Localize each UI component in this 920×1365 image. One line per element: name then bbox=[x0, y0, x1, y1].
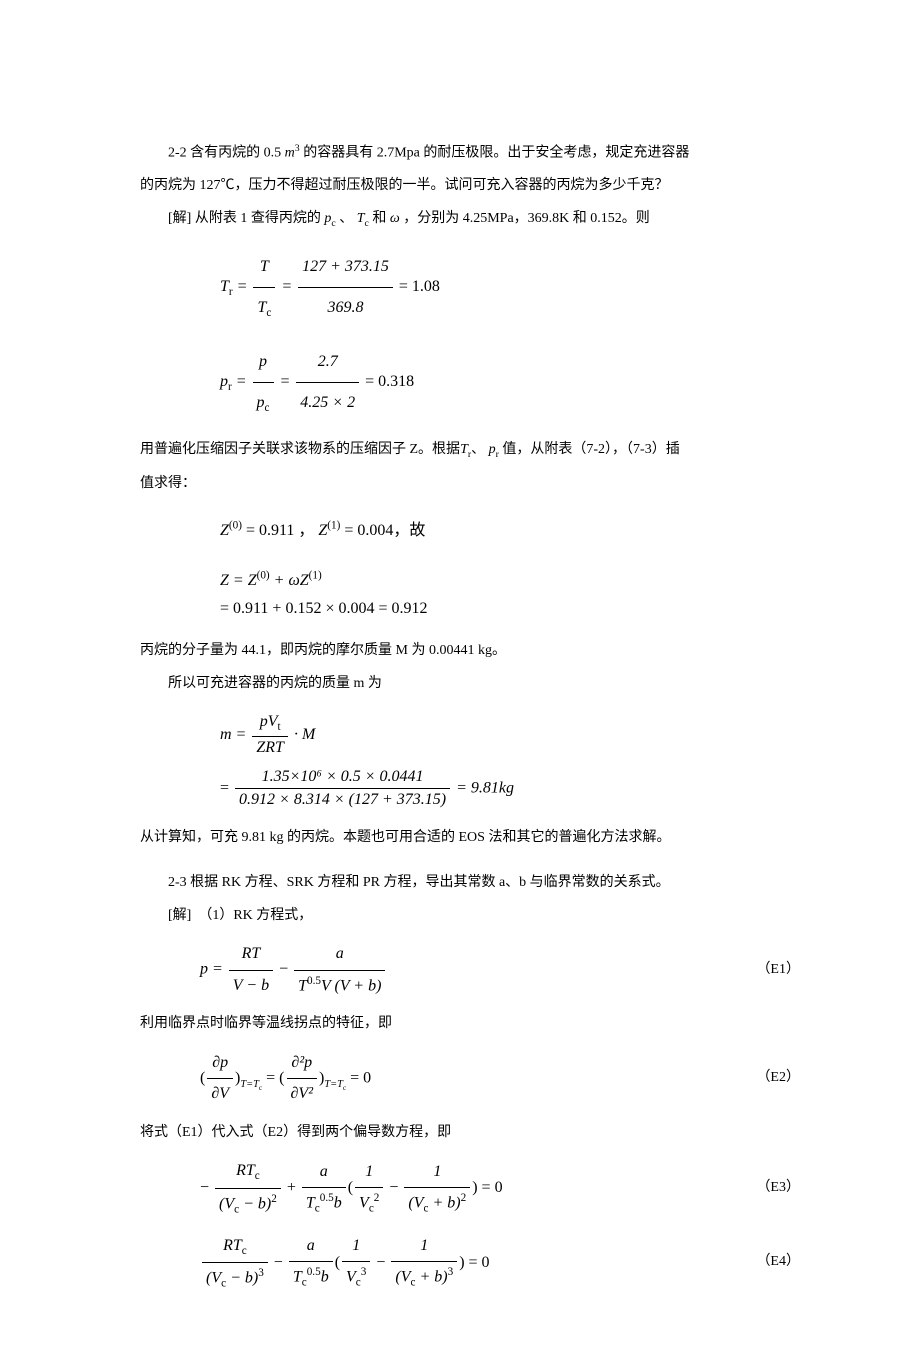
eq-z-expand: Z = Z(0) + ωZ(1) = 0.911 + 0.152 × 0.004… bbox=[220, 565, 810, 624]
z-intro-line1: 用普遍化压缩因子关联求该物系的压缩因子 Z。根据Tr、 pr 值，从附表（7-2… bbox=[140, 437, 810, 464]
z0-val: = 0.911 ， bbox=[242, 522, 318, 539]
m-eq2: = bbox=[220, 779, 233, 796]
z1-val: = 0.004，故 bbox=[340, 522, 425, 539]
page: 2-2 含有丙烷的 0.5 m3 的容器具有 2.7Mpa 的耐压极限。出于安全… bbox=[0, 0, 920, 1365]
text: 的容器具有 2.7Mpa 的耐压极限。出于安全考虑，规定充进容器 bbox=[300, 146, 690, 161]
z-intro-line2: 值求得： bbox=[140, 471, 810, 498]
minus: − bbox=[385, 1179, 402, 1196]
omega-sym: ω bbox=[386, 211, 403, 226]
sol-prefix: [解] 从附表 1 查得丙烷的 bbox=[168, 211, 324, 226]
e2-mid: = ( bbox=[262, 1069, 284, 1086]
e4-close: ) = 0 bbox=[459, 1253, 489, 1270]
equals: = bbox=[277, 278, 296, 295]
m-lhs: m = bbox=[220, 726, 250, 743]
z-expand1: Z = Z(0) + ωZ(1) bbox=[220, 572, 322, 589]
z1-sym: Z(1) bbox=[318, 522, 340, 539]
and: 和 bbox=[372, 211, 386, 226]
frac-e4c: 1 Vc3 bbox=[342, 1231, 370, 1294]
pr-sym: pr bbox=[489, 442, 499, 457]
tc-sym: Tc bbox=[357, 211, 369, 226]
paren-open: ( bbox=[335, 1253, 340, 1270]
frac-e4d: 1 (Vc + b)3 bbox=[391, 1231, 457, 1294]
sep: 、 bbox=[471, 442, 485, 457]
frac-dp-dv: ∂p ∂V bbox=[207, 1048, 233, 1110]
frac-e4a: RTc (Vc − b)3 bbox=[202, 1231, 268, 1295]
frac-e3a: RTc (Vc − b)2 bbox=[215, 1156, 281, 1220]
problem-2-2-statement: 2-2 含有丙烷的 0.5 m3 的容器具有 2.7Mpa 的耐压极限。出于安全… bbox=[140, 140, 810, 167]
minus: − bbox=[372, 1253, 389, 1270]
e1-lhs: p = bbox=[200, 961, 227, 978]
crit-text: 利用临界点时临界等温线拐点的特征，即 bbox=[140, 1011, 810, 1038]
eq-mass: m = pVt ZRT · M = 1.35×10⁶ × 0.5 × 0.044… bbox=[220, 711, 810, 811]
neg: − bbox=[200, 1179, 213, 1196]
sol-2-3-label: [解] （1）RK 方程式， bbox=[140, 903, 810, 930]
z-expand2: = 0.911 + 0.152 × 0.004 = 0.912 bbox=[220, 595, 810, 624]
eq-z0-z1: Z(0) = 0.911 ， Z(1) = 0.004，故 bbox=[220, 511, 810, 551]
minus: − bbox=[275, 961, 292, 978]
conclusion-2-2: 从计算知，可充 9.81 kg 的丙烷。本题也可用合适的 EOS 法和其它的普遍… bbox=[140, 825, 810, 852]
tr-lhs: Tr bbox=[220, 278, 233, 295]
tr-sym: Tr bbox=[460, 442, 471, 457]
equals: = bbox=[233, 278, 252, 295]
label-e4: （E4） bbox=[756, 1249, 800, 1276]
mass-intro: 所以可充进容器的丙烷的质量 m 为 bbox=[140, 671, 810, 698]
problem-2-2-line2: 的丙烷为 127℃，压力不得超过耐压极限的一半。试问可充入容器的丙烷为多少千克？ bbox=[140, 173, 810, 200]
pc-sym: pc bbox=[324, 211, 335, 226]
label-e3: （E3） bbox=[756, 1175, 800, 1202]
m-result: = 9.81kg bbox=[452, 779, 514, 796]
mw-line: 丙烷的分子量为 44.1，即丙烷的摩尔质量 M 为 0.00441 kg。 bbox=[140, 638, 810, 665]
text: 2-2 含有丙烷的 0.5 bbox=[168, 146, 281, 161]
frac-TTc: T Tc bbox=[253, 247, 275, 328]
unit-m: m bbox=[281, 146, 295, 161]
pr-result: = 0.318 bbox=[361, 373, 414, 390]
label-e2: （E2） bbox=[756, 1065, 800, 1092]
eq-pr: pr = p pc = 2.7 4.25 × 2 = 0.318 bbox=[220, 342, 810, 423]
e3-close: ) = 0 bbox=[472, 1179, 502, 1196]
equals: = bbox=[276, 373, 295, 390]
minus: − bbox=[270, 1253, 287, 1270]
subst-text: 将式（E1）代入式（E2）得到两个偏导数方程，即 bbox=[140, 1120, 810, 1147]
solution-lookup: [解] 从附表 1 查得丙烷的 pc 、 Tc 和 ω ，分别为 4.25MPa… bbox=[140, 206, 810, 233]
problem-2-3: 2-3 根据 RK 方程、SRK 方程和 PR 方程，导出其常数 a、b 与临界… bbox=[140, 870, 810, 897]
frac-pr-calc: 2.7 4.25 × 2 bbox=[296, 342, 359, 423]
frac-e3b: a Tc0.5b bbox=[302, 1157, 346, 1220]
eq-e1: p = RT V − b − a T0.5V (V + b) （E1） bbox=[140, 939, 810, 1001]
frac-e1b: a T0.5V (V + b) bbox=[294, 939, 385, 1001]
plus: + bbox=[283, 1179, 300, 1196]
frac-m1: pVt ZRT bbox=[252, 711, 288, 759]
pr-lhs: pr bbox=[220, 373, 232, 390]
z0-sym: Z(0) bbox=[220, 522, 242, 539]
eq-tr: Tr = T Tc = 127 + 373.15 369.8 = 1.08 bbox=[220, 247, 810, 328]
frac-m2: 1.35×10⁶ × 0.5 × 0.0441 0.912 × 8.314 × … bbox=[235, 766, 450, 812]
e2-tail: = 0 bbox=[346, 1069, 371, 1086]
m-tail1: · M bbox=[290, 726, 315, 743]
eq-e4: RTc (Vc − b)3 − a Tc0.5b ( 1 Vc3 − 1 (Vc… bbox=[140, 1231, 810, 1295]
equals: = bbox=[232, 373, 251, 390]
tr-result: = 1.08 bbox=[395, 278, 440, 295]
sep: 、 bbox=[339, 211, 353, 226]
z-intro-b: 值，从附表（7-2），（7-3）插 bbox=[499, 442, 680, 457]
sol-values: ，分别为 4.25MPa，369.8K 和 0.152。则 bbox=[403, 211, 650, 226]
frac-e4b: a Tc0.5b bbox=[289, 1231, 333, 1294]
paren-open: ( bbox=[348, 1179, 353, 1196]
frac-e1a: RT V − b bbox=[229, 939, 273, 1001]
frac-ppc: p pc bbox=[253, 342, 274, 423]
eq-e2: ( ∂p ∂V )T=Tc = ( ∂²p ∂V² )T=Tc = 0 （E2） bbox=[140, 1048, 810, 1110]
frac-d2p-dv2: ∂²p ∂V² bbox=[287, 1048, 317, 1110]
z-intro-a: 用普遍化压缩因子关联求该物系的压缩因子 Z。根据 bbox=[140, 442, 460, 457]
frac-tr-calc: 127 + 373.15 369.8 bbox=[298, 247, 393, 328]
frac-e3c: 1 Vc2 bbox=[355, 1157, 383, 1220]
label-e1: （E1） bbox=[756, 957, 800, 984]
frac-e3d: 1 (Vc + b)2 bbox=[404, 1157, 470, 1220]
eq-e3: − RTc (Vc − b)2 + a Tc0.5b ( 1 Vc2 − 1 (… bbox=[140, 1156, 810, 1220]
